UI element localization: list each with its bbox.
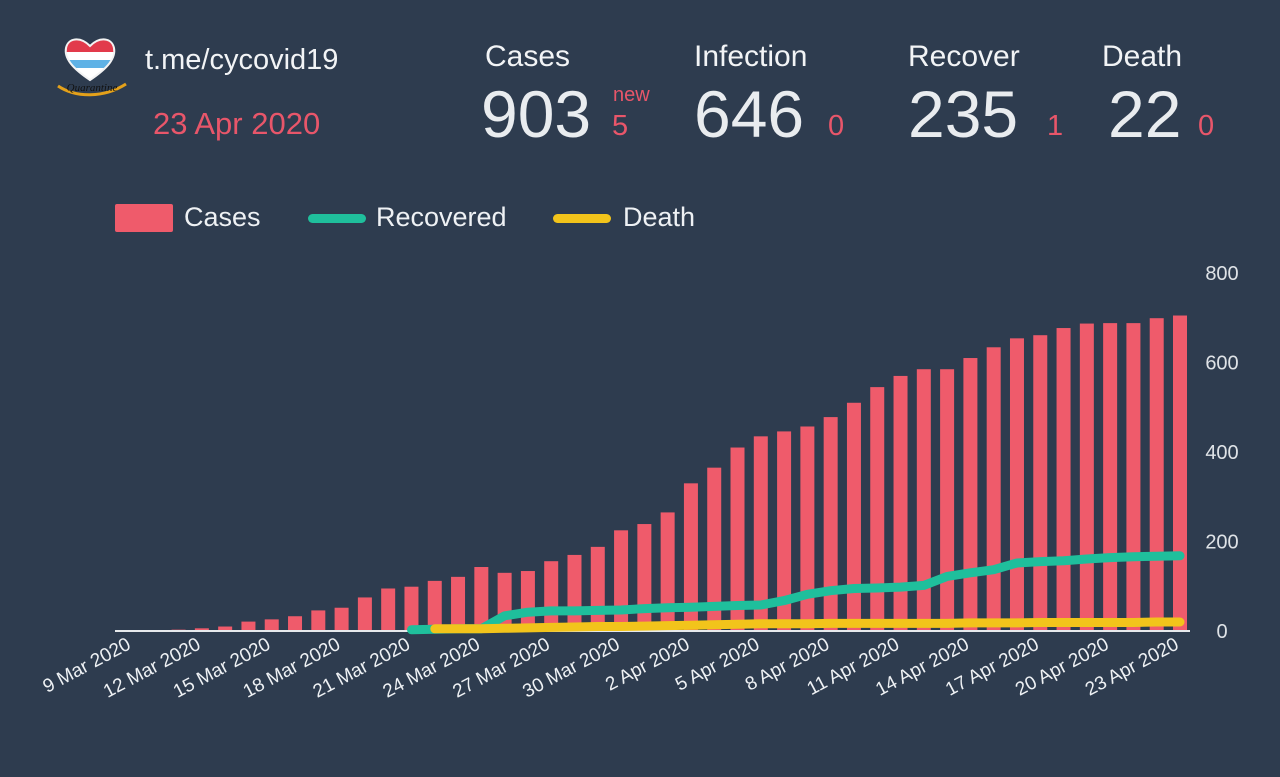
recover-label: Recover	[908, 40, 1020, 73]
y-axis-ticks: 0 200 400 600 800	[1205, 263, 1238, 643]
bar-cases-12-apr-2020	[916, 369, 931, 631]
cases-bars	[125, 315, 1187, 631]
bar-cases-17-mar-2020	[311, 610, 326, 631]
bar-cases-12-mar-2020	[194, 628, 209, 631]
bar-cases-6-apr-2020	[777, 431, 792, 631]
logo-text: Quarantine	[67, 82, 118, 94]
recover-delta: 1	[1047, 110, 1064, 142]
bar-cases-7-apr-2020	[800, 426, 815, 631]
cases-new-label: new	[613, 84, 650, 106]
bar-cases-13-apr-2020	[940, 369, 955, 631]
bar-cases-15-apr-2020	[986, 347, 1001, 631]
y-tick-600: 600	[1205, 353, 1238, 375]
bar-cases-29-mar-2020	[590, 546, 605, 631]
line-recovered	[407, 551, 1185, 635]
legend-swatch-recovered	[308, 214, 366, 223]
recover-value: 235	[908, 77, 1019, 151]
y-tick-200: 200	[1205, 532, 1238, 554]
y-tick-400: 400	[1205, 442, 1238, 464]
bar-cases-16-mar-2020	[288, 616, 303, 631]
line-death	[430, 617, 1185, 634]
legend-label-cases: Cases	[184, 202, 261, 232]
bar-cases-21-mar-2020	[404, 586, 419, 631]
bar-cases-1-apr-2020	[660, 512, 675, 631]
bar-cases-4-apr-2020	[730, 447, 745, 631]
death-label: Death	[1102, 40, 1183, 73]
bar-cases-20-mar-2020	[381, 588, 396, 631]
infection-delta: 0	[828, 110, 845, 142]
bar-cases-24-mar-2020	[474, 567, 489, 631]
bar-cases-23-apr-2020	[1173, 315, 1187, 631]
bar-cases-22-apr-2020	[1149, 318, 1164, 631]
legend-label-recovered: Recovered	[376, 202, 507, 232]
y-tick-800: 800	[1205, 263, 1238, 285]
y-tick-0: 0	[1216, 621, 1227, 643]
bar-cases-16-apr-2020	[1009, 338, 1024, 631]
report-date: 23 Apr 2020	[153, 106, 321, 141]
bar-cases-19-apr-2020	[1079, 323, 1094, 631]
bar-cases-15-mar-2020	[264, 619, 279, 631]
bar-cases-18-mar-2020	[334, 607, 349, 631]
bar-cases-18-apr-2020	[1056, 328, 1071, 631]
death-value: 22	[1108, 77, 1182, 151]
bar-cases-13-mar-2020	[218, 626, 233, 631]
heart-flag-icon: Quarantine	[57, 38, 127, 97]
logo: Quarantine	[52, 28, 132, 100]
bar-cases-20-apr-2020	[1103, 323, 1118, 631]
death-delta: 0	[1198, 110, 1215, 142]
bar-cases-8-apr-2020	[823, 417, 838, 631]
bar-cases-2-apr-2020	[683, 483, 698, 631]
bar-cases-19-mar-2020	[357, 597, 372, 631]
trend-lines	[407, 551, 1185, 635]
bar-cases-23-mar-2020	[451, 576, 466, 631]
bar-cases-3-apr-2020	[707, 467, 722, 631]
legend-swatch-cases	[115, 204, 173, 232]
infection-label: Infection	[694, 40, 808, 73]
bar-cases-11-apr-2020	[893, 375, 908, 631]
bar-cases-27-mar-2020	[544, 561, 559, 631]
bar-cases-10-apr-2020	[870, 387, 885, 631]
bar-cases-28-mar-2020	[567, 554, 582, 631]
bar-cases-22-mar-2020	[427, 580, 442, 631]
bar-cases-31-mar-2020	[637, 524, 652, 631]
infection-value: 646	[694, 77, 805, 151]
cases-label: Cases	[485, 40, 571, 73]
bar-cases-17-apr-2020	[1033, 335, 1048, 631]
channel-link[interactable]: t.me/cycovid19	[145, 44, 339, 76]
bar-cases-5-apr-2020	[753, 436, 768, 631]
legend-label-death: Death	[623, 202, 696, 232]
legend-swatch-death	[553, 214, 611, 223]
cases-value: 903	[481, 77, 592, 151]
bar-cases-21-apr-2020	[1126, 323, 1141, 631]
cases-delta: 5	[612, 110, 629, 142]
bar-cases-14-apr-2020	[963, 358, 978, 631]
bar-cases-9-apr-2020	[846, 402, 861, 631]
bar-cases-30-mar-2020	[614, 530, 629, 631]
bar-cases-26-mar-2020	[520, 571, 535, 631]
bar-cases-14-mar-2020	[241, 621, 256, 631]
